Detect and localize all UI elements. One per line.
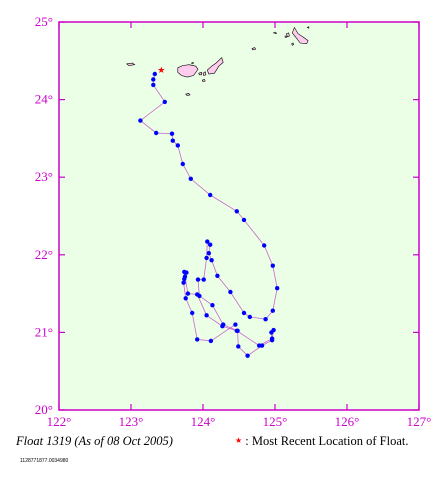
map-frame: [58, 21, 420, 411]
track-point: [190, 310, 195, 316]
island-hateruma: [185, 93, 191, 97]
lon-tick-label: 123°: [119, 414, 144, 429]
track-point: [170, 138, 175, 143]
track-point: [241, 310, 247, 316]
track-point: [204, 313, 209, 318]
legend-label: : Most Recent Location of Float.: [245, 434, 409, 448]
ocean-area: [59, 22, 419, 410]
lat-tick-label: 20°: [35, 402, 53, 417]
track-point: [234, 328, 239, 333]
track-point: [245, 353, 250, 358]
track-point: [208, 192, 213, 198]
track-point: [154, 130, 159, 136]
island-minna: [272, 31, 277, 35]
track-point: [185, 291, 191, 296]
lat-tick-label: 23°: [35, 169, 53, 184]
track-point: [263, 317, 268, 322]
island-miyako: [291, 26, 309, 45]
track-point: [241, 217, 247, 223]
legend: ★ : Most Recent Location of Float.: [235, 434, 408, 449]
track-point: [169, 131, 175, 136]
track-point: [275, 286, 280, 291]
track-point: [138, 118, 143, 123]
lon-tick-label: 124°: [191, 414, 216, 429]
track-point: [180, 161, 185, 167]
island-kurima: [291, 42, 295, 46]
track-point: [271, 327, 276, 333]
track-point: [195, 292, 200, 297]
map-caption: Float 1319 (As of 08 Oct 2005): [16, 434, 173, 448]
track-point: [182, 269, 187, 275]
track-point: [182, 276, 187, 282]
land-layer: [125, 26, 310, 97]
lat-tick-label: 21°: [35, 324, 53, 339]
lon-tick-label: 122°: [47, 414, 72, 429]
track-point: [175, 143, 180, 148]
track-point: [247, 314, 252, 320]
lon-tick-label: 127°: [407, 414, 432, 429]
island-kuroshima: [201, 79, 206, 83]
track-points: [138, 71, 280, 358]
island-kohama: [198, 72, 202, 76]
island-hatoma: [191, 62, 195, 65]
track-point: [233, 322, 238, 327]
track-point: [181, 280, 186, 285]
track-point: [162, 99, 167, 105]
track-point: [209, 258, 214, 263]
lat-tick-label: 25°: [35, 14, 53, 29]
track-point: [201, 277, 206, 282]
lat-tick-label: 22°: [35, 247, 53, 262]
track-point: [208, 242, 213, 247]
track-point: [204, 255, 209, 261]
track-point: [210, 303, 215, 308]
track-point: [262, 243, 267, 248]
island-iriomote: [177, 64, 199, 78]
track-point: [195, 337, 200, 342]
track-point: [236, 344, 241, 349]
lat-tick-label: 24°: [35, 92, 53, 107]
track-point: [270, 263, 275, 268]
track-point: [206, 251, 211, 256]
lon-tick-label: 126°: [335, 414, 360, 429]
axis-labels: 122° 123° 124° 125° 126° 127° 20° 21° 22° 23° 24° 2…: [35, 14, 432, 429]
track-point: [234, 209, 239, 214]
axis-ticks: [58, 21, 420, 411]
island-ishigaki: [206, 57, 224, 75]
island-taketomi: [202, 71, 207, 76]
track-point: [269, 336, 275, 341]
track-point: [228, 289, 233, 295]
track-point: [151, 82, 156, 88]
island-yonaguni: [125, 62, 136, 66]
island-shimoji: [284, 35, 287, 38]
island-irabu: [286, 32, 290, 38]
track-point: [257, 343, 262, 348]
track-point: [205, 239, 210, 244]
track-point: [188, 176, 193, 181]
track-point: [220, 324, 225, 329]
track-point: [215, 273, 220, 278]
track-point: [152, 71, 157, 77]
island-ogami: [306, 26, 310, 29]
track-point: [270, 308, 275, 313]
track-point: [151, 77, 156, 82]
track-point: [208, 338, 214, 344]
recent-location-marker: ★: [157, 66, 165, 76]
track-point: [195, 277, 201, 282]
island-tarama: [251, 47, 257, 51]
file-id: 1128771877.0034980: [20, 458, 69, 464]
track-point: [183, 296, 188, 301]
legend-star-icon: ★: [235, 436, 243, 445]
lon-tick-label: 125°: [263, 414, 288, 429]
